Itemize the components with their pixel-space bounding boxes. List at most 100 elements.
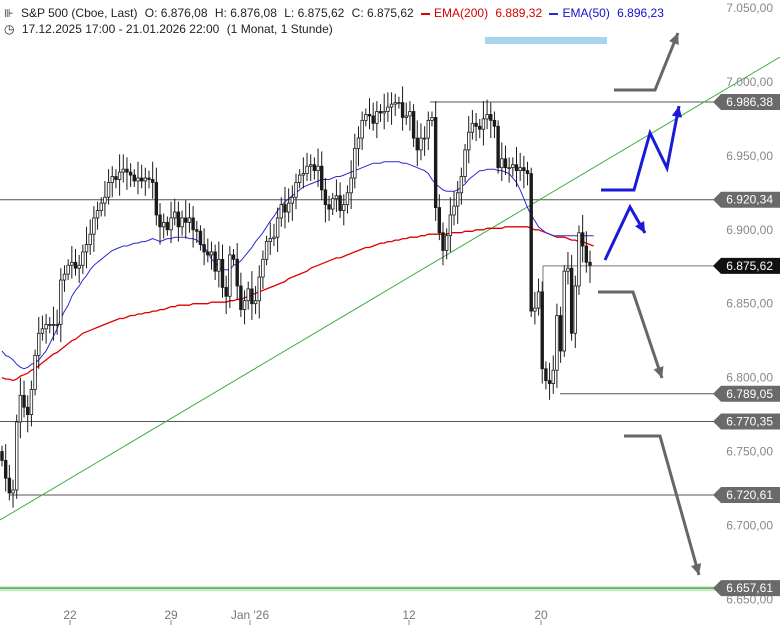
candle-body bbox=[22, 394, 26, 408]
candle-body bbox=[268, 238, 272, 242]
candle-body bbox=[411, 111, 416, 139]
candle-body bbox=[257, 276, 261, 302]
candle-body bbox=[404, 115, 408, 118]
current-price-tag: 6.875,62 bbox=[726, 259, 773, 273]
ema200-line bbox=[1, 226, 594, 382]
candle-body bbox=[327, 204, 331, 210]
candle-body bbox=[209, 251, 214, 256]
candle-body bbox=[202, 244, 206, 253]
candle-body bbox=[11, 489, 15, 494]
blue-arrow-pullback bbox=[603, 203, 647, 261]
candle-body bbox=[117, 171, 122, 180]
gray-arrow-down-head bbox=[653, 366, 664, 378]
candle-body bbox=[128, 171, 133, 176]
candle-body bbox=[338, 195, 342, 211]
candle-body bbox=[566, 267, 570, 272]
candle-body bbox=[165, 221, 170, 231]
level-tag: 6.770,35 bbox=[726, 414, 773, 428]
candle-body bbox=[242, 300, 247, 311]
candle-body bbox=[305, 165, 309, 174]
candle-body bbox=[154, 182, 159, 216]
candle-body bbox=[382, 111, 386, 114]
candle-body bbox=[562, 270, 566, 352]
candle-body bbox=[48, 323, 52, 326]
ema200-label: EMA(200) bbox=[434, 6, 489, 20]
candle-body bbox=[419, 137, 423, 151]
candle-body bbox=[158, 214, 162, 228]
candle-body bbox=[29, 389, 34, 415]
x-tick-label: 12 bbox=[402, 608, 416, 622]
candle-body bbox=[463, 149, 467, 177]
y-tick-label: 6.950,00 bbox=[726, 149, 773, 163]
candle-body bbox=[437, 207, 442, 234]
candle-body bbox=[522, 167, 526, 172]
candle-body bbox=[40, 328, 45, 334]
candle-body bbox=[408, 111, 412, 117]
candle-body bbox=[364, 114, 368, 121]
candle-body bbox=[577, 232, 581, 287]
candle-body bbox=[99, 202, 103, 211]
candle-body bbox=[430, 117, 434, 121]
candle-body bbox=[206, 251, 210, 256]
candle-body bbox=[18, 394, 23, 423]
candle-body bbox=[143, 177, 148, 182]
ema200-value: 6.889,32 bbox=[495, 6, 543, 20]
candle-body bbox=[264, 241, 269, 260]
candle-body bbox=[489, 114, 493, 121]
candles-group bbox=[0, 86, 592, 508]
candle-body bbox=[485, 114, 489, 120]
gray-arrow-down-long-head bbox=[691, 563, 702, 575]
candle-body bbox=[496, 125, 500, 169]
blue-arrow-up-head bbox=[671, 106, 683, 118]
y-tick-label: 6.800,00 bbox=[726, 371, 773, 385]
candle-body bbox=[444, 235, 449, 251]
candle-body bbox=[481, 118, 486, 130]
candle-body bbox=[514, 164, 519, 172]
x-tick-label: 29 bbox=[164, 608, 178, 622]
candle-body bbox=[139, 177, 144, 182]
candle-body bbox=[73, 261, 78, 269]
candle-body bbox=[529, 173, 533, 312]
date-range: 17.12.2025 17:00 - 21.01.2026 22:00 bbox=[21, 22, 220, 36]
candle-body bbox=[261, 258, 265, 278]
candle-body bbox=[275, 217, 280, 238]
candle-body bbox=[375, 111, 379, 124]
open-value: O: 6.876,08 bbox=[144, 6, 208, 20]
candle-body bbox=[320, 165, 324, 191]
candle-body bbox=[3, 460, 8, 479]
chart-header-line2: ◷ 17.12.2025 17:00 - 21.01.2026 22:00 (1… bbox=[4, 22, 337, 36]
candle-body bbox=[448, 214, 453, 237]
candle-body bbox=[195, 229, 199, 232]
ema50-value: 6.896,23 bbox=[617, 6, 664, 20]
candle-body bbox=[470, 122, 475, 133]
candle-body bbox=[272, 236, 276, 240]
candle-body bbox=[283, 204, 287, 213]
candle-body bbox=[150, 179, 155, 183]
candle-body bbox=[378, 111, 383, 114]
ema200-legend-swatch bbox=[421, 12, 431, 15]
candle-body bbox=[533, 307, 537, 312]
candle-body bbox=[33, 355, 37, 390]
level-tag-bg bbox=[713, 413, 780, 430]
y-tick-label: 6.700,00 bbox=[726, 518, 773, 532]
level-tag-bg bbox=[713, 385, 780, 402]
candle-body bbox=[217, 258, 221, 272]
candle-body bbox=[342, 204, 346, 211]
candle-body bbox=[400, 102, 405, 118]
candle-body bbox=[161, 221, 166, 228]
candle-body bbox=[441, 232, 445, 251]
gray-arrow-up-head bbox=[669, 33, 679, 45]
candle-body bbox=[345, 192, 350, 206]
x-tick-label: 22 bbox=[63, 608, 77, 622]
candle-body bbox=[59, 279, 63, 325]
candle-body bbox=[452, 205, 456, 216]
candle-body bbox=[349, 177, 353, 194]
candle-body bbox=[103, 196, 107, 204]
candle-body bbox=[323, 189, 328, 206]
candle-body bbox=[55, 323, 59, 326]
candle-body bbox=[393, 102, 397, 105]
candle-body bbox=[14, 421, 19, 491]
level-tag: 6.920,34 bbox=[726, 193, 773, 207]
candle-body bbox=[176, 211, 181, 228]
